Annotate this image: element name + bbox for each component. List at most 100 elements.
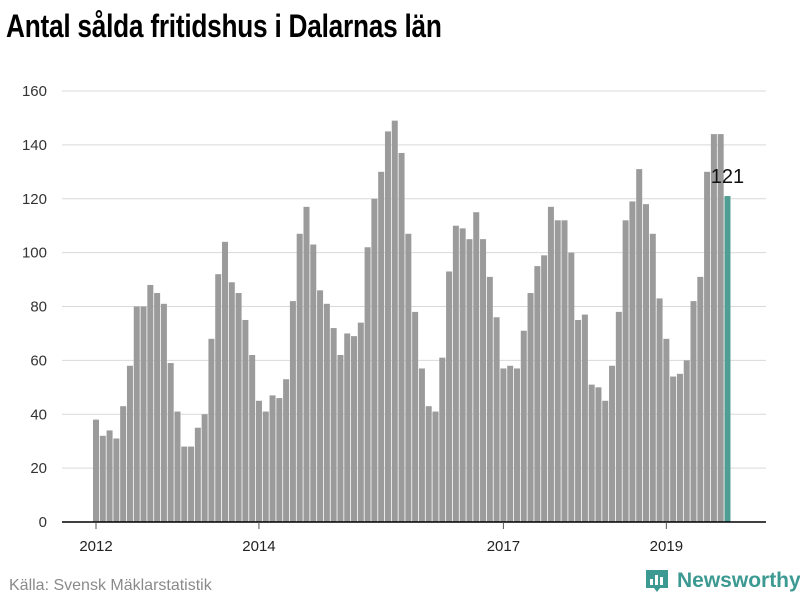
y-tick-label: 140 <box>22 137 47 154</box>
bar <box>249 354 256 522</box>
bar <box>262 411 269 522</box>
bar <box>378 171 385 522</box>
bar <box>391 120 398 522</box>
bar <box>541 255 548 522</box>
bar <box>513 368 520 522</box>
bar <box>269 395 276 522</box>
y-tick-label: 40 <box>30 406 47 423</box>
bar <box>181 446 188 522</box>
bar <box>466 239 473 522</box>
bar <box>473 212 480 522</box>
bar <box>452 225 459 522</box>
bar <box>609 365 616 522</box>
bar <box>99 435 106 522</box>
x-tick-label: 2012 <box>79 538 112 555</box>
bar <box>194 427 201 522</box>
bar <box>405 233 412 522</box>
bar <box>215 274 222 522</box>
bar <box>581 314 588 522</box>
y-tick-label: 120 <box>22 191 47 208</box>
bar <box>534 266 541 522</box>
bar <box>629 201 636 522</box>
bar <box>276 398 283 522</box>
bar <box>418 368 425 522</box>
bar <box>656 298 663 522</box>
bar <box>303 206 310 522</box>
bar <box>480 239 487 522</box>
bar <box>310 244 317 523</box>
bar <box>493 317 500 522</box>
bars <box>93 120 731 523</box>
bar <box>371 198 378 522</box>
bar <box>201 414 208 522</box>
bar <box>126 365 133 522</box>
bar <box>432 411 439 522</box>
bar <box>717 134 724 522</box>
bar <box>670 376 677 522</box>
bar <box>154 293 161 522</box>
bar <box>520 330 527 522</box>
bar <box>222 241 229 522</box>
bar <box>710 134 717 522</box>
bar <box>642 204 649 522</box>
bar <box>167 363 174 522</box>
bar <box>663 338 670 522</box>
bar <box>459 228 466 522</box>
bar <box>602 400 609 522</box>
bar <box>106 430 113 522</box>
data-label: 121 <box>711 166 744 188</box>
bar <box>228 282 235 522</box>
bar <box>446 271 453 522</box>
bar <box>500 368 507 522</box>
bar <box>344 333 351 522</box>
x-tick-label: 2019 <box>650 538 683 555</box>
bar <box>323 303 330 522</box>
bar <box>289 301 296 522</box>
bar <box>547 206 554 522</box>
y-tick-label: 60 <box>30 352 47 369</box>
x-tick-label: 2017 <box>487 538 520 555</box>
bar <box>507 365 514 522</box>
bar <box>140 306 147 522</box>
bar <box>704 171 711 522</box>
y-tick-label: 100 <box>22 245 47 262</box>
bar <box>337 354 344 522</box>
bar <box>527 293 534 522</box>
bar <box>384 131 391 522</box>
y-tick-label: 20 <box>30 460 47 477</box>
bar <box>174 411 181 522</box>
bar <box>351 336 358 522</box>
y-axis: 0 20 40 60 80 100 120 140 160 <box>22 83 47 531</box>
bar <box>120 406 127 522</box>
bar <box>676 373 683 522</box>
bar <box>208 338 215 522</box>
bar <box>296 233 303 522</box>
brand-logo[interactable]: Newsworthy <box>644 568 800 594</box>
bar <box>568 252 575 523</box>
annotations: 121 <box>711 166 744 188</box>
bar <box>683 360 690 523</box>
bar <box>412 311 419 522</box>
bar <box>93 419 99 522</box>
bar <box>554 220 561 523</box>
brand-name: Newsworthy <box>677 569 800 592</box>
bar <box>615 311 622 522</box>
bar <box>588 384 595 522</box>
bar <box>575 319 582 522</box>
bar <box>398 152 405 522</box>
bar <box>255 400 262 522</box>
bar <box>697 276 704 522</box>
x-axis: 2012 2014 2017 2019 <box>79 522 683 555</box>
bar <box>113 438 120 522</box>
bar <box>330 328 337 522</box>
y-tick-label: 160 <box>22 83 47 100</box>
source-note: Källa: Svensk Mäklarstatistik <box>9 577 212 594</box>
bar <box>425 406 432 522</box>
x-tick-label: 2014 <box>242 538 275 555</box>
bar <box>235 293 242 522</box>
y-tick-label: 80 <box>30 299 47 316</box>
bar <box>649 233 656 522</box>
bar-highlight <box>724 196 731 522</box>
bar <box>283 379 290 522</box>
